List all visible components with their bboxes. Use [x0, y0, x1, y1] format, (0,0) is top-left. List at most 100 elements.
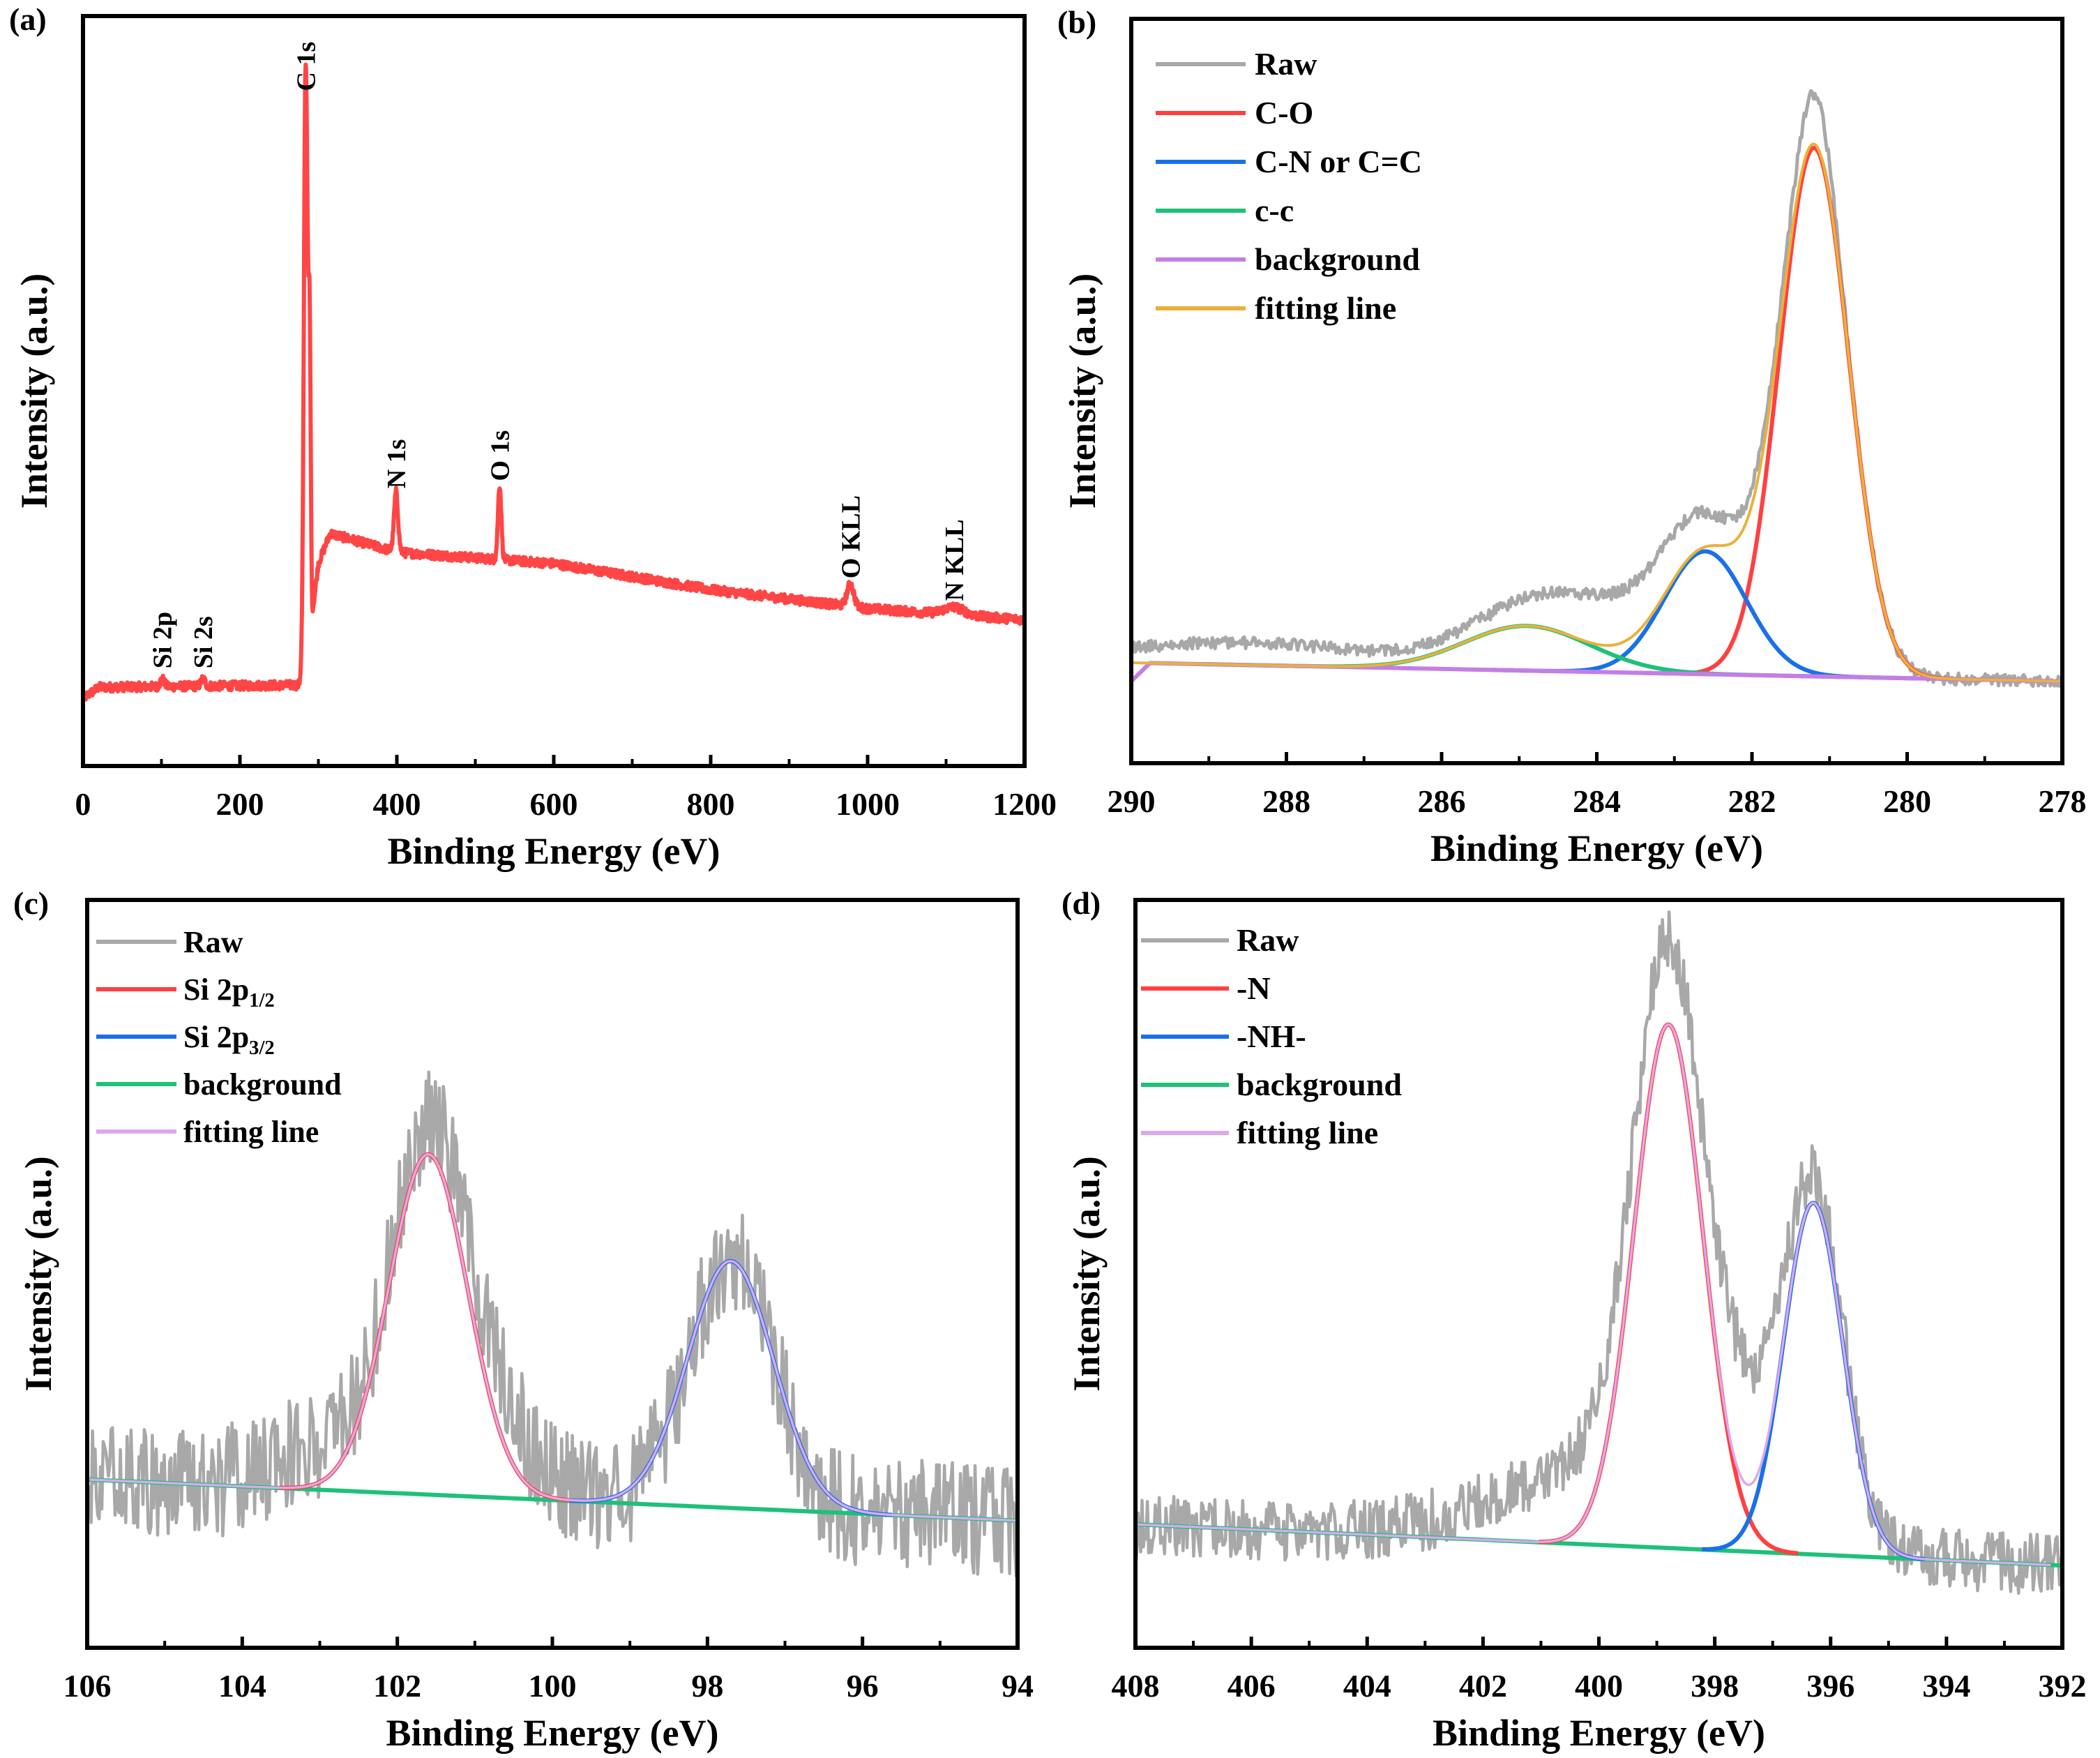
x-tick-label: 392	[2039, 1668, 2087, 1704]
x-tick-label: 800	[687, 786, 735, 822]
panel-label: (a)	[9, 1, 47, 37]
x-tick-label: 104	[218, 1668, 266, 1704]
x-tick-label: 0	[75, 786, 91, 822]
x-tick-label: 284	[1573, 783, 1621, 819]
x-tick-label: 282	[1728, 783, 1776, 819]
legend-text: Raw	[1255, 46, 1317, 82]
x-tick-label: 94	[1002, 1668, 1034, 1704]
panel-b: Raw C-O C-N or C=C c-c background fitting lin…	[1057, 4, 2087, 869]
x-tick-label: 394	[1922, 1668, 1970, 1704]
raw-line	[1133, 910, 2064, 1595]
y-axis-title: Intensity (a.u.)	[17, 1156, 59, 1392]
legend-text: Raw	[183, 925, 243, 959]
x-tick-label: 106	[63, 1668, 112, 1704]
fitting-line	[86, 1152, 1018, 1522]
panel-label: (b)	[1057, 4, 1096, 40]
panel-a: C 1s N 1s O 1s Si 2p Si 2s O KLL N KLL 0 200 400 6…	[9, 1, 1057, 872]
peak-label: N KLL	[940, 519, 969, 601]
peak-label: Si 2s	[189, 616, 218, 668]
x-tick-label: 96	[847, 1668, 879, 1704]
legend-text: background	[1237, 1067, 1402, 1102]
legend-label: C-N or C=C	[1255, 144, 1422, 179]
plot-frame	[1129, 17, 2064, 765]
legend-label: C-O	[1255, 95, 1313, 130]
x-tick-label: 1000	[836, 786, 900, 822]
x-tick-label: 398	[1691, 1668, 1739, 1704]
x-axis-title: Binding Energy (eV)	[386, 1712, 718, 1754]
x-tick-label: 402	[1459, 1668, 1507, 1704]
x-tick-label: 280	[1883, 783, 1931, 819]
x-tick-label: 290	[1108, 783, 1156, 819]
x-tick-label: 396	[1806, 1668, 1855, 1704]
legend-label: c-c	[1255, 193, 1294, 228]
survey-line	[81, 62, 1027, 703]
legend-text: Si 2p	[183, 1020, 249, 1054]
y-axis-title: Intensity (a.u.)	[1062, 273, 1103, 509]
x-axis-title: Binding Energy (eV)	[387, 830, 720, 872]
panel-label: (d)	[1062, 885, 1101, 921]
legend-subscript: 1/2	[249, 990, 275, 1012]
x-tick-label: 100	[529, 1668, 577, 1704]
legend-label: background	[183, 1067, 342, 1102]
legend-label: Raw	[1237, 922, 1299, 958]
y-axis-title: Intensity (a.u.)	[1066, 1156, 1108, 1392]
peak-label: O KLL	[836, 495, 866, 578]
x-tick-label: 400	[1575, 1668, 1623, 1704]
peak-label: C 1s	[292, 42, 322, 91]
legend-label: Si 2p3/2	[183, 1020, 275, 1059]
x-tick-label: 400	[373, 786, 421, 822]
legend-label: background	[1255, 241, 1420, 277]
legend-label: Raw	[1255, 46, 1317, 82]
x-tick-label: 288	[1262, 783, 1310, 819]
fitting-line	[1135, 1023, 2051, 1567]
x-axis-title: Binding Energy (eV)	[1430, 827, 1763, 869]
legend-text: c-c	[1255, 193, 1294, 228]
plot-frame	[81, 14, 1027, 768]
legend-label: -N	[1237, 970, 1271, 1006]
legend-text: C-N or C=C	[1255, 144, 1422, 179]
legend-text: Si 2p	[183, 972, 249, 1007]
x-tick-label: 98	[691, 1668, 723, 1704]
legend-text: fitting line	[1255, 290, 1396, 326]
peak-label: Si 2p	[149, 612, 178, 668]
legend-text: background	[183, 1067, 342, 1102]
raw-line	[1129, 89, 2063, 689]
legend-label: background	[1237, 1067, 1402, 1102]
component-1-line	[1700, 1201, 1926, 1561]
legend-text: Raw	[1237, 922, 1299, 958]
component-1-line	[1491, 549, 1920, 681]
component-0-line	[1634, 146, 1995, 682]
panel-d: Raw -N -NH-background fitting line 408 406 404…	[1062, 885, 2087, 1754]
x-tick-label: 102	[373, 1668, 421, 1704]
legend-label: -NH-	[1237, 1019, 1306, 1054]
legend-text: background	[1255, 241, 1420, 277]
legend-text: fitting line	[183, 1115, 319, 1149]
x-tick-label: 408	[1112, 1668, 1160, 1704]
x-axis-title: Binding Energy (eV)	[1433, 1712, 1765, 1754]
x-tick-label: 1200	[992, 786, 1057, 822]
legend-label: fitting line	[1237, 1115, 1378, 1150]
x-tick-label: 406	[1227, 1668, 1276, 1704]
legend-text: -N	[1237, 970, 1271, 1006]
legend-label: fitting line	[1255, 290, 1396, 326]
legend-label: Raw	[183, 925, 243, 959]
legend-text: -NH-	[1237, 1019, 1306, 1054]
x-tick-label: 600	[530, 786, 578, 822]
legend-label: fitting line	[183, 1115, 319, 1149]
legend-text: fitting line	[1237, 1115, 1378, 1150]
raw-line	[85, 1070, 1020, 1578]
plot-frame	[1133, 898, 2064, 1650]
legend-subscript: 3/2	[249, 1037, 275, 1059]
x-tick-label: 278	[2039, 783, 2087, 819]
x-tick-label: 404	[1343, 1668, 1391, 1704]
legend-label: Si 2p1/2	[183, 972, 275, 1012]
legend-text: C-O	[1255, 95, 1313, 130]
y-axis-title: Intensity (a.u.)	[13, 273, 55, 509]
panel-label: (c)	[13, 885, 49, 921]
peak-label: O 1s	[485, 430, 515, 481]
fitting-line	[1131, 142, 2063, 683]
peak-label: N 1s	[382, 440, 411, 489]
x-tick-label: 200	[216, 786, 264, 822]
